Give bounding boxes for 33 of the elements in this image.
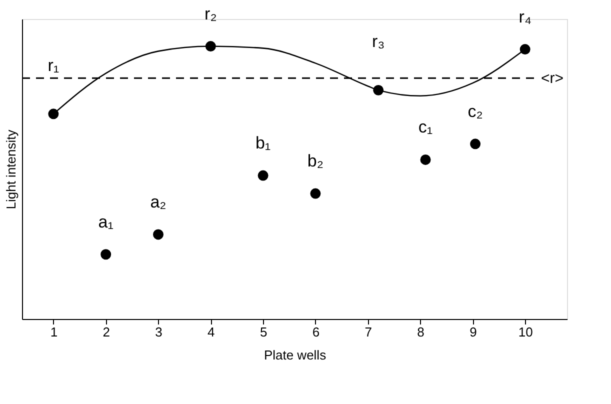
annotation: r₃ — [372, 32, 385, 52]
ref-line-label: <r> — [541, 70, 564, 88]
annotation: a₂ — [150, 192, 166, 212]
point — [310, 188, 321, 199]
x-tick-label: 10 — [518, 324, 533, 340]
x-tick-label: 9 — [470, 324, 477, 340]
annotation: b₁ — [255, 134, 271, 153]
point — [520, 44, 530, 55]
point — [100, 249, 112, 260]
y-axis-title: Light intensity — [4, 129, 18, 210]
point — [258, 170, 268, 181]
point — [373, 84, 384, 96]
point — [205, 41, 216, 52]
point — [153, 229, 164, 240]
x-tick-label: 7 — [364, 324, 372, 340]
annotation: c₂ — [468, 102, 483, 121]
x-tick-label: 3 — [155, 324, 162, 340]
x-tick-label: 8 — [417, 324, 424, 340]
annotation: b₂ — [307, 152, 324, 171]
point — [48, 108, 59, 120]
annotation: c₁ — [418, 118, 433, 137]
x-tick-label: 2 — [102, 324, 110, 340]
x-tick-label: 5 — [260, 324, 268, 340]
annotation: r₄ — [518, 7, 532, 26]
annotation: r₂ — [204, 4, 217, 24]
x-tick-label: 1 — [50, 324, 58, 340]
point — [420, 154, 431, 165]
x-tick-label: 6 — [312, 324, 320, 340]
point — [470, 138, 481, 150]
x-axis-title: Plate wells — [264, 348, 327, 362]
annotation: a₁ — [98, 212, 114, 232]
x-tick-label: 4 — [208, 324, 215, 340]
annotation: r₁ — [48, 56, 60, 75]
